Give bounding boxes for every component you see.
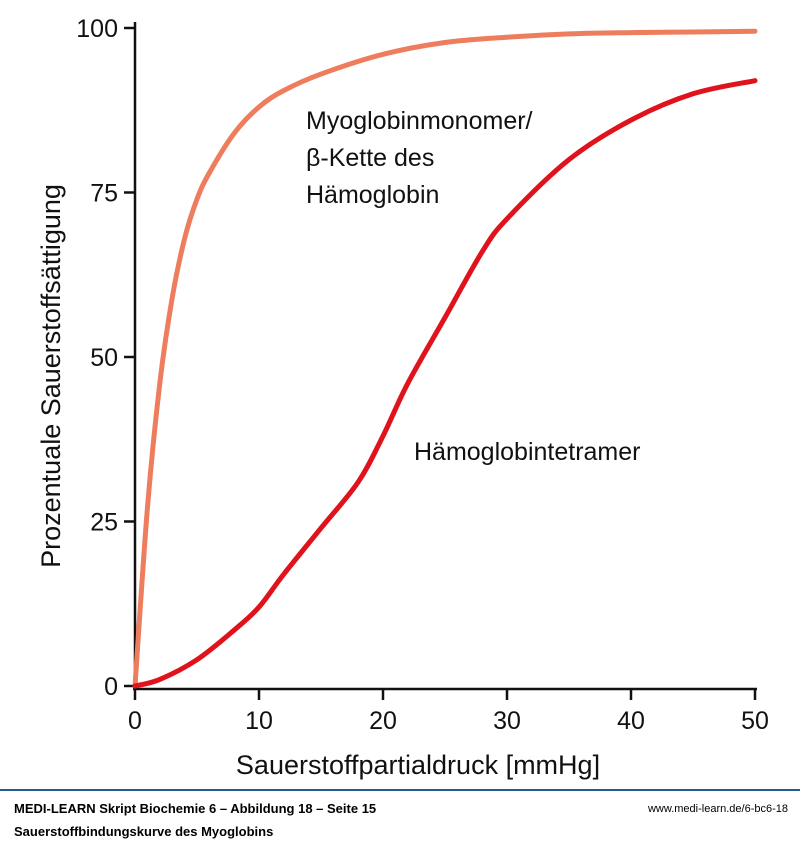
chart: 0 10 20 30 40 50 0 25 50 75 100 Sauerstoffpartiald… — [36, 15, 769, 780]
x-tick-label: 20 — [369, 707, 397, 735]
footer-divider — [0, 789, 800, 791]
myoglobin-curve — [132, 28, 758, 689]
myoglobin-label-line-1: Myoglobinmonomer/ — [306, 107, 533, 135]
footer-subtitle: Sauerstoffbindungskurve des Myoglobins — [14, 824, 274, 839]
x-axis-title: Sauerstoffpartialdruck [mmHg] — [236, 750, 600, 780]
y-tick-label: 50 — [90, 344, 118, 372]
y-tick-label: 75 — [90, 180, 118, 208]
x-tick-label: 30 — [493, 707, 521, 735]
footer-title: MEDI-LEARN Skript Biochemie 6 – Abbildun… — [14, 801, 377, 816]
y-axis-title: Prozentuale Sauerstoffsättigung — [36, 184, 66, 568]
x-tick-label: 0 — [128, 707, 142, 735]
myoglobin-label-line-2: β-Kette des — [306, 144, 434, 172]
footer-url: www.medi-learn.de/6-bc6-18 — [647, 803, 788, 815]
y-tick-label: 100 — [76, 15, 118, 43]
x-tick-label: 40 — [617, 707, 645, 735]
myoglobin-label-line-3: Hämoglobin — [306, 181, 439, 209]
myoglobin-curve-label: Myoglobinmonomer/ β-Kette des Hämoglobin — [306, 107, 539, 209]
y-tick-label: 25 — [90, 509, 118, 537]
y-tick-label: 0 — [104, 673, 118, 701]
x-tick-label: 50 — [741, 707, 769, 735]
hemoglobin-curve — [132, 78, 758, 689]
hemoglobin-curve-label: Hämoglobintetramer — [414, 438, 641, 466]
x-tick-label: 10 — [245, 707, 273, 735]
